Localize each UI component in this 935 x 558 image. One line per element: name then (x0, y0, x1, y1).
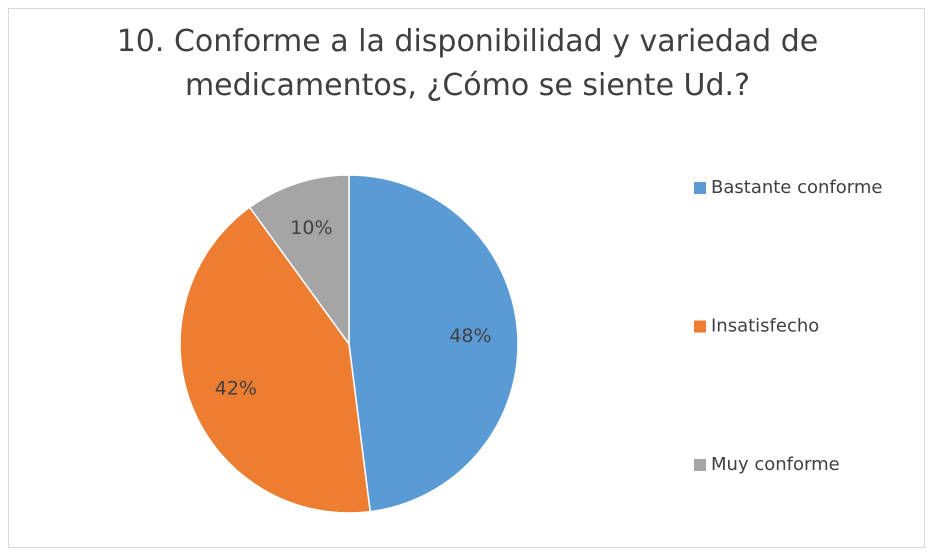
data-label: 48% (449, 325, 491, 347)
pie-slice (348, 174, 519, 513)
pie-slice (248, 174, 350, 347)
legend-label: Insatisfecho (711, 316, 819, 337)
chart-border (8, 8, 925, 548)
data-label: 42% (215, 377, 257, 399)
data-label: 10% (290, 217, 332, 239)
legend-swatch (694, 320, 706, 333)
legend-label: Bastante conforme (711, 177, 882, 198)
pie-slice (179, 206, 372, 514)
legend-swatch (694, 459, 706, 471)
legend-label: Muy conforme (711, 454, 840, 475)
chart-title: 10. Conforme a la disponibilidad y varie… (116, 24, 819, 103)
legend-swatch (694, 182, 706, 194)
